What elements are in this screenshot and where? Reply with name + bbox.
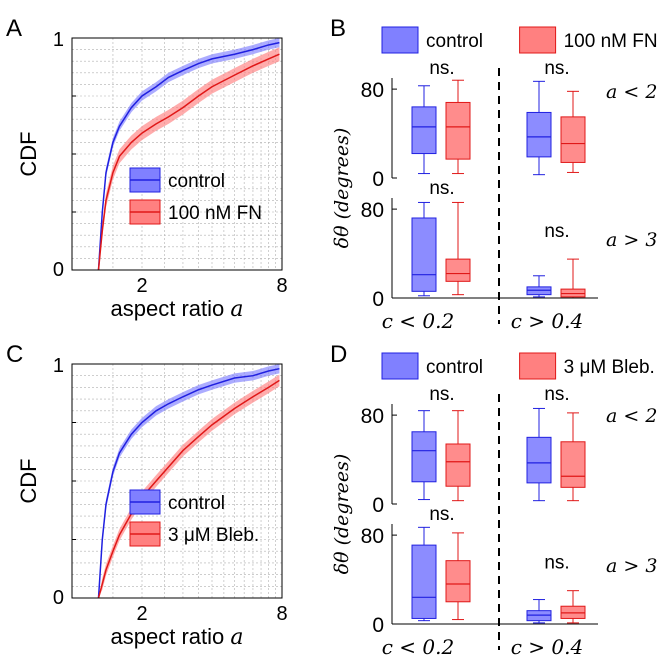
ns-annotation: ns. [544, 58, 569, 79]
y-axis-label: CDF [16, 131, 41, 176]
ns-annotation: ns. [429, 58, 454, 79]
box-iqr [526, 436, 552, 484]
ns-annotation: ns. [429, 384, 454, 405]
legend-label-1: 100 nM FN [564, 31, 658, 52]
panel-c-cdf-chart: 0 1 2 8 aspect ratio a CDF control 3 μM Bleb. [16, 355, 288, 650]
legend-label-0: control [426, 357, 483, 378]
legend-label-1: 100 nM FN [168, 203, 262, 224]
row-label: a > 3 [606, 555, 657, 577]
y-tick-label: 1 [53, 355, 64, 377]
y-tick-label: 80 [361, 199, 384, 222]
y-tick-label: 1 [53, 29, 64, 51]
panel-letter-c: C [6, 341, 23, 368]
legend-swatch-1 [519, 26, 557, 54]
y-axis-label: CDF [16, 458, 41, 503]
box-iqr [411, 544, 437, 619]
panel-a-cdf-chart: 0 1 2 8 aspect ratio a CDF control 100 nM FN [16, 29, 288, 322]
group-label-0: c < 0.2 [382, 635, 454, 658]
legend-swatch-0 [381, 352, 419, 380]
box-iqr [411, 431, 437, 483]
box-iqr [445, 443, 471, 487]
cdf-line-0 [97, 367, 280, 599]
cdf-line-1 [97, 379, 280, 599]
ns-annotation: ns. [544, 384, 569, 405]
cdf-line-1 [97, 53, 280, 271]
x-tick-label: 8 [276, 603, 287, 625]
x-axis-label: aspect ratio a [111, 296, 244, 322]
panel-letter-d: D [330, 341, 347, 368]
y-tick-label: 0 [372, 288, 384, 311]
box-iqr [411, 106, 437, 155]
box-iqr [445, 258, 471, 282]
y-tick-label: 0 [372, 168, 384, 191]
x-axis-label-var: a [230, 297, 243, 322]
ns-annotation: ns. [429, 178, 454, 199]
row-label: a < 2 [606, 405, 657, 427]
box-iqr [560, 441, 586, 488]
x-axis-label-var: a [230, 625, 243, 650]
ns-annotation: ns. [429, 504, 454, 525]
cdf-line-0 [97, 41, 280, 271]
x-axis-label-text: aspect ratio [111, 296, 231, 321]
ns-annotation: ns. [544, 221, 569, 242]
x-axis-label: aspect ratio a [111, 624, 244, 650]
group-label-1: c > 0.4 [511, 309, 583, 333]
cdf-band-1 [98, 374, 280, 598]
y-tick-label: 0 [53, 259, 64, 281]
x-axis-label-text: aspect ratio [111, 624, 231, 649]
y-tick-label: 80 [361, 525, 384, 548]
x-tick-label: 2 [136, 603, 147, 625]
box-iqr [445, 560, 471, 603]
box-iqr [526, 111, 552, 158]
legend-label-0: control [168, 493, 225, 514]
legend-swatch-1 [519, 352, 557, 380]
y-tick-label: 80 [361, 405, 384, 428]
box-iqr [560, 116, 586, 163]
group-label-1: c > 0.4 [511, 635, 583, 658]
legend-label-0: control [426, 31, 483, 52]
y-tick-label: 80 [361, 79, 384, 102]
row-label: a < 2 [606, 81, 657, 103]
ns-annotation: ns. [544, 553, 569, 574]
cdf-band-1 [98, 47, 280, 270]
y-axis-label: δθ (degrees) [331, 454, 353, 575]
box-iqr [411, 217, 437, 292]
group-label-0: c < 0.2 [382, 309, 454, 333]
legend-label-1: 3 μM Bleb. [564, 357, 655, 378]
row-label: a > 3 [606, 229, 657, 251]
x-tick-label: 2 [136, 275, 147, 297]
panel-b-box-chart: control 100 nM FN 80 0 a < 2 ns. ns. 80 0 a > 3 ns… [331, 26, 658, 333]
cdf-band-0 [98, 38, 280, 270]
panel-letter-b: B [330, 15, 346, 42]
y-tick-label: 0 [372, 614, 384, 637]
legend-label-0: control [168, 171, 225, 192]
panel-d-box-chart: control 3 μM Bleb. 80 0 a < 2 ns. ns. 80 0 a > 3 n… [331, 352, 657, 658]
legend-label-1: 3 μM Bleb. [168, 525, 259, 546]
box-iqr [445, 101, 471, 160]
legend-swatch-0 [381, 26, 419, 54]
x-tick-label: 8 [276, 275, 287, 297]
y-tick-label: 0 [53, 587, 64, 609]
cdf-band-0 [98, 364, 280, 598]
y-axis-label: δθ (degrees) [331, 128, 353, 249]
y-tick-label: 0 [372, 494, 384, 517]
panel-letter-a: A [6, 15, 22, 42]
